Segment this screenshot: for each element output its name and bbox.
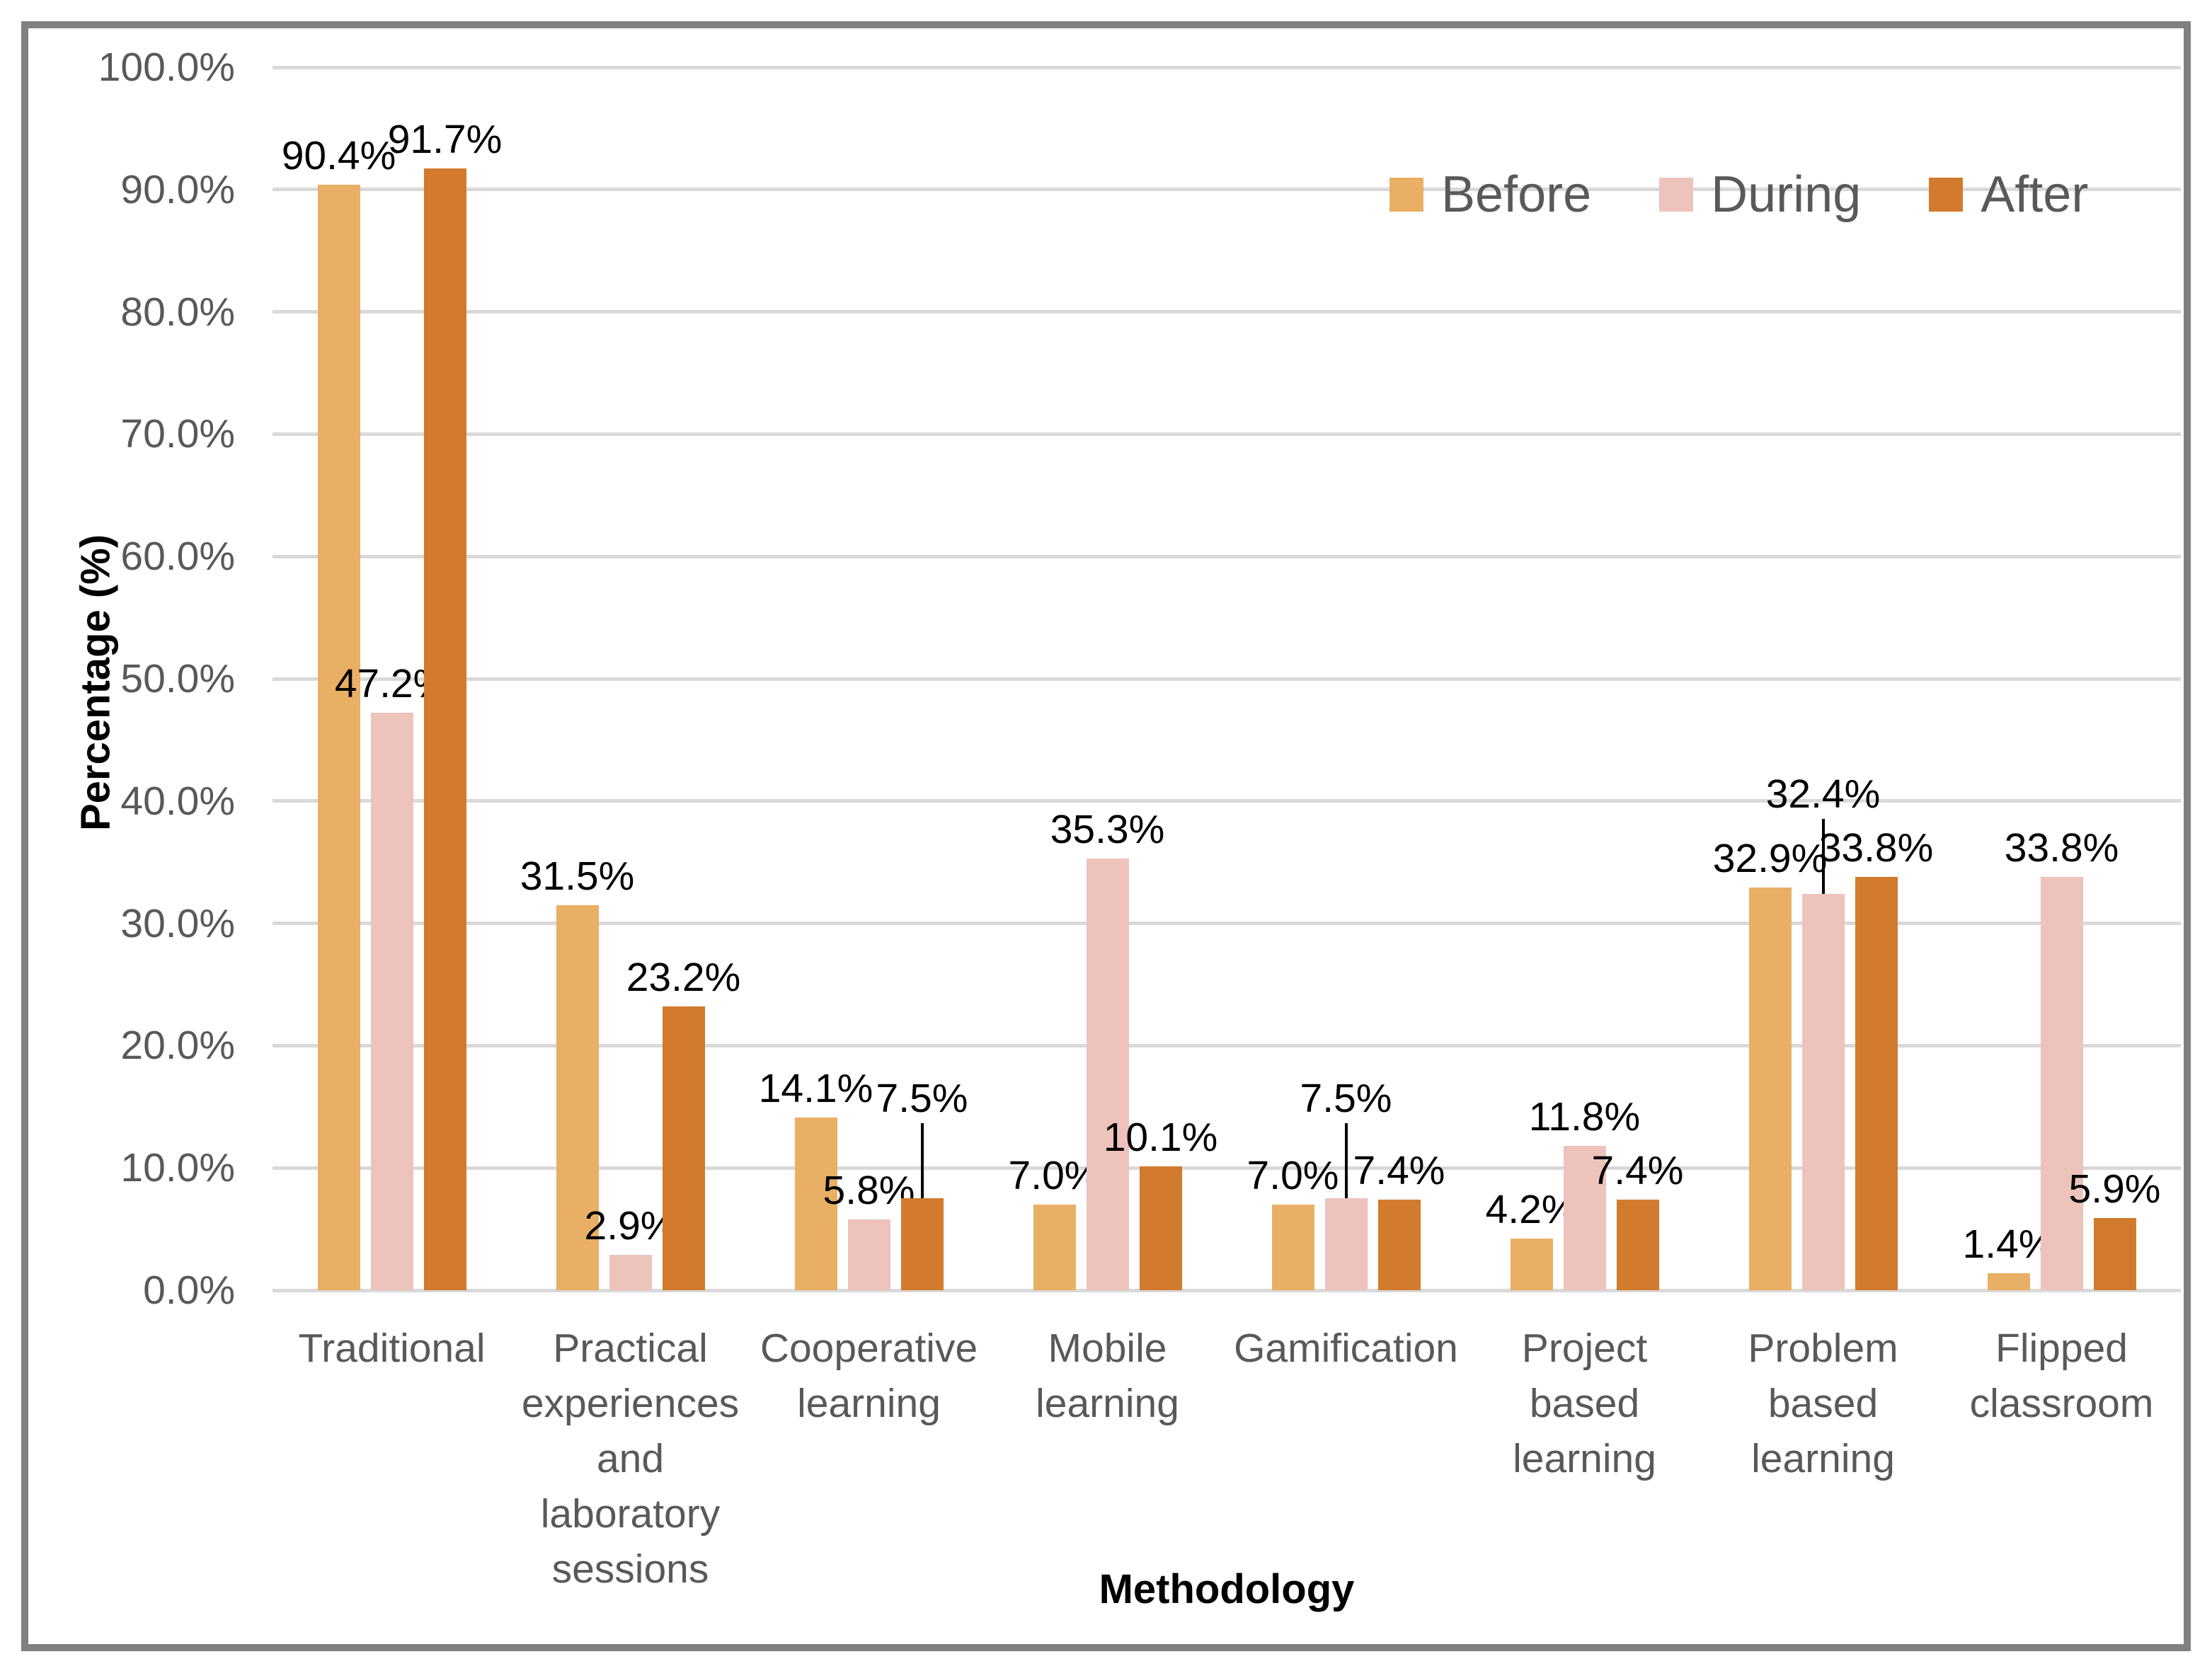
data-label-during-2: 5.8%	[823, 1167, 915, 1213]
y-tick-label-60.0%: 60.0%	[120, 534, 235, 580]
data-label-before-1: 31.5%	[520, 853, 635, 899]
legend: Before During After	[1389, 168, 2088, 221]
label-leader-line-during-6	[1821, 819, 1825, 895]
data-label-during-7: 33.8%	[2004, 825, 2119, 871]
data-label-before-7: 1.4%	[1962, 1221, 2055, 1267]
data-label-before-4: 7.0%	[1247, 1153, 1339, 1199]
bar-before-3	[1033, 1205, 1076, 1290]
x-axis-title: Methodology	[1099, 1566, 1355, 1612]
category-label-7: Flipped classroom	[1969, 1326, 2154, 1427]
legend-item-after: After	[1929, 169, 2088, 220]
bar-before-1	[556, 905, 599, 1290]
gridline-30.0%	[273, 921, 2181, 926]
bar-before-6	[1748, 888, 1792, 1290]
y-tick-label-50.0%: 50.0%	[120, 656, 235, 701]
data-label-after-6: 33.8%	[1818, 825, 1934, 871]
bar-before-5	[1510, 1239, 1553, 1290]
bar-after-6	[1855, 876, 1898, 1290]
category-label-5: Project based learning	[1513, 1326, 1656, 1482]
bar-after-5	[1616, 1200, 1659, 1290]
gridline-80.0%	[273, 310, 2181, 314]
bar-after-2	[900, 1198, 944, 1290]
gridline-70.0%	[273, 432, 2181, 436]
legend-item-before: Before	[1389, 169, 1591, 220]
bar-after-4	[1377, 1200, 1421, 1290]
bar-before-4	[1271, 1205, 1314, 1290]
data-label-during-6: 32.4%	[1765, 771, 1881, 817]
data-label-after-3: 10.1%	[1103, 1115, 1218, 1161]
data-label-during-3: 35.3%	[1050, 807, 1165, 853]
category-label-2: Cooperative learning	[760, 1326, 978, 1427]
bar-during-3	[1086, 859, 1129, 1290]
bar-after-7	[2093, 1218, 2136, 1290]
y-tick-label-10.0%: 10.0%	[120, 1145, 235, 1191]
category-label-1: Practical experiences and laboratory ses…	[521, 1326, 740, 1592]
bar-during-7	[2040, 876, 2083, 1290]
gridline-10.0%	[273, 1166, 2181, 1170]
data-label-before-0: 90.4%	[281, 132, 396, 178]
data-label-after-0: 91.7%	[387, 117, 503, 163]
label-leader-line-after-2	[920, 1123, 924, 1199]
gridline-40.0%	[273, 799, 2181, 803]
y-tick-label-0.0%: 0.0%	[143, 1268, 235, 1313]
data-label-before-6: 32.9%	[1712, 836, 1828, 882]
gridline-60.0%	[273, 554, 2181, 558]
data-label-after-1: 23.2%	[626, 955, 741, 1001]
y-tick-label-100.0%: 100.0%	[98, 45, 235, 90]
bar-before-7	[1987, 1273, 2030, 1290]
data-label-before-2: 14.1%	[758, 1066, 873, 1112]
y-tick-label-40.0%: 40.0%	[120, 778, 235, 824]
data-label-after-7: 5.9%	[2068, 1166, 2161, 1212]
legend-label-after: After	[1981, 166, 2089, 223]
bar-during-4	[1324, 1198, 1368, 1290]
bar-during-1	[609, 1254, 652, 1290]
legend-label-before: Before	[1441, 166, 1592, 223]
gridline-100.0%	[273, 65, 2181, 69]
y-tick-label-90.0%: 90.0%	[120, 166, 235, 212]
data-label-during-4: 7.5%	[1300, 1076, 1392, 1122]
data-label-before-3: 7.0%	[1008, 1153, 1101, 1199]
data-label-after-4: 7.4%	[1353, 1148, 1445, 1194]
gridline-50.0%	[273, 677, 2181, 681]
bar-during-0	[370, 713, 413, 1290]
gridline-0.0%	[273, 1288, 2181, 1292]
bar-after-0	[423, 168, 466, 1290]
data-label-before-5: 4.2%	[1485, 1187, 1578, 1233]
legend-label-during: During	[1711, 166, 1862, 223]
legend-swatch-during	[1659, 178, 1694, 212]
data-label-during-5: 11.8%	[1528, 1094, 1641, 1140]
bar-after-1	[662, 1006, 705, 1290]
y-tick-label-20.0%: 20.0%	[120, 1023, 235, 1069]
bar-during-6	[1801, 894, 1845, 1290]
y-tick-label-80.0%: 80.0%	[120, 289, 235, 335]
y-tick-label-70.0%: 70.0%	[120, 411, 235, 457]
gridline-90.0%	[273, 188, 2181, 192]
bar-before-0	[317, 184, 360, 1290]
y-axis-title: Percentage (%)	[72, 534, 119, 832]
data-label-after-5: 7.4%	[1591, 1148, 1684, 1194]
bar-before-2	[794, 1118, 837, 1290]
bar-during-5	[1563, 1146, 1606, 1290]
category-label-6: Problem based learning	[1748, 1326, 1898, 1482]
label-leader-line-during-4	[1344, 1123, 1348, 1199]
category-label-0: Traditional	[298, 1326, 486, 1371]
legend-swatch-after	[1929, 178, 1964, 212]
category-label-3: Mobile learning	[1036, 1326, 1179, 1427]
bar-during-2	[847, 1219, 890, 1290]
gridline-20.0%	[273, 1043, 2181, 1047]
y-tick-label-30.0%: 30.0%	[120, 900, 235, 946]
data-label-after-2: 7.5%	[876, 1076, 968, 1122]
legend-item-during: During	[1659, 169, 1861, 220]
bar-after-3	[1139, 1166, 1182, 1290]
category-label-4: Gamification	[1234, 1326, 1458, 1371]
data-label-during-1: 2.9%	[584, 1202, 677, 1248]
legend-swatch-before	[1389, 178, 1423, 212]
chart-outer-border	[21, 21, 2191, 1651]
